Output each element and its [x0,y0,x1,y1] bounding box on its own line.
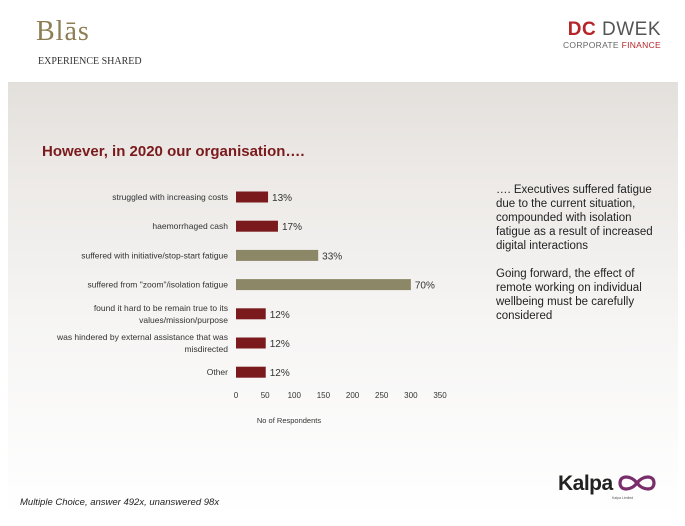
x-tick-label: 150 [317,391,331,400]
header: Blās EXPERIENCE SHARED DC DWEK CORPORATE… [0,0,685,80]
x-tick-label: 50 [261,391,270,400]
blas-tagline: EXPERIENCE SHARED [38,56,142,67]
bar [236,337,266,349]
data-label: 17% [282,222,302,233]
category-label: haemorrhaged cash [152,221,228,231]
category-label: found it hard to be remain true to its [94,303,228,313]
side-paragraph-2: Going forward, the effect of remote work… [496,268,642,322]
x-tick-label: 100 [288,391,302,400]
logo-dc: DC [567,19,597,40]
bar [236,366,266,378]
x-tick-label: 250 [375,391,389,400]
slide-panel [8,82,678,518]
bar [236,279,411,291]
bar [236,308,266,320]
footnote: Multiple Choice, answer 492x, unanswered… [20,497,220,508]
dc-dwek-logo: DC DWEK CORPORATE FINANCE [562,19,661,51]
data-label: 12% [270,368,290,379]
logo-corporate: CORPORATE [562,40,619,50]
kalpa-wordmark: Kalpa [558,472,613,495]
category-label: struggled with increasing costs [112,192,228,202]
category-label: was hindered by external assistance that… [56,332,228,342]
blas-logo: Blās [36,16,90,47]
slide-title: However, in 2020 our organisation…. [42,143,305,160]
logo-dwek: DWEK [602,19,661,40]
data-label: 33% [322,251,342,262]
x-tick-label: 200 [346,391,360,400]
bar [236,249,319,261]
data-label: 13% [272,193,292,204]
category-label: suffered from "zoom"/isolation fatigue [87,280,228,290]
x-axis-label: No of Respondents [257,416,321,425]
x-tick-label: 350 [433,391,447,400]
category-label: values/mission/purpose [139,315,228,325]
category-label: Other [207,367,228,377]
data-label: 12% [270,310,290,321]
logo-finance: FINANCE [621,40,661,50]
data-label: 70% [415,281,435,292]
category-label: suffered with initiative/stop-start fati… [81,250,228,260]
kalpa-sub: Kalpa Limited [612,496,634,500]
x-tick-label: 300 [404,391,418,400]
bar [236,220,278,232]
infinity-icon [618,475,656,491]
side-paragraph-1: …. Executives suffered fatigue due to th… [496,184,653,252]
bar [236,191,269,203]
data-label: 12% [270,339,290,350]
category-label: misdirected [185,344,229,354]
side-commentary: …. Executives suffered fatigue due to th… [496,183,668,337]
x-tick-label: 0 [234,391,239,400]
kalpa-logo: Kalpa Kalpa Limited [558,472,657,500]
